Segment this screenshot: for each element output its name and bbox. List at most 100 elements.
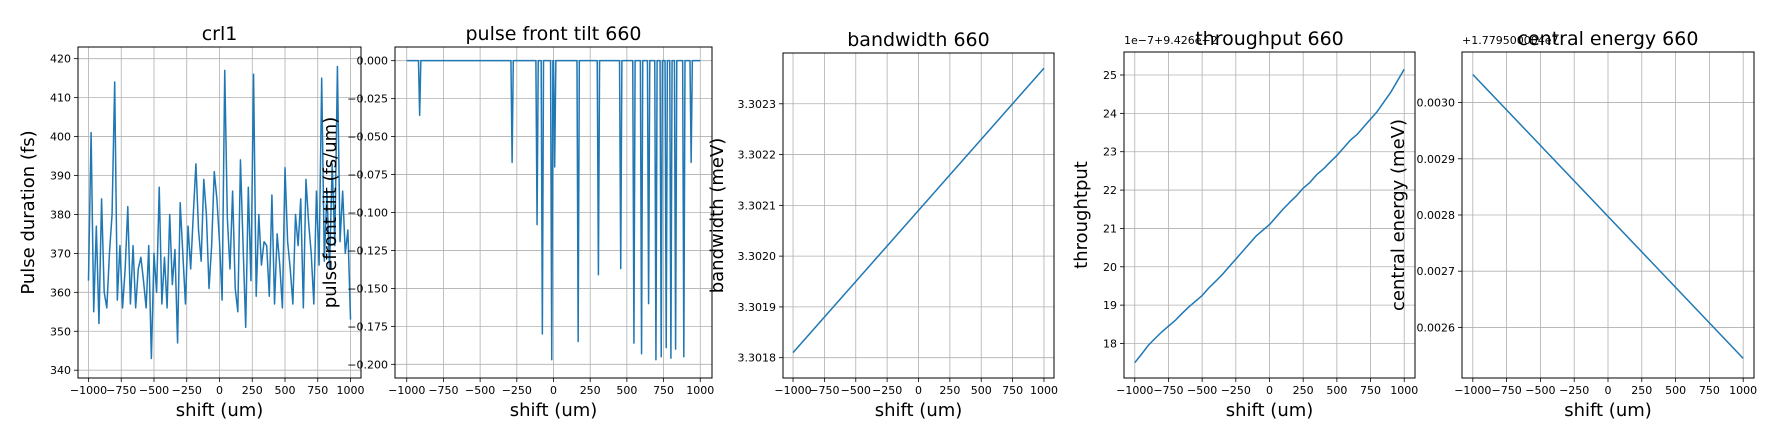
x-axis-label: shift (um) xyxy=(510,400,598,421)
x-tick-label: 500 xyxy=(1326,384,1347,397)
y-tick-label: 22 xyxy=(1103,184,1117,197)
y-tick-label: 0.0028 xyxy=(1417,209,1456,222)
x-tick-label: −1000 xyxy=(1454,384,1491,397)
x-tick-label: −1000 xyxy=(774,384,811,397)
x-tick-label: 500 xyxy=(971,384,992,397)
x-tick-label: 750 xyxy=(1360,384,1381,397)
x-tick-label: 500 xyxy=(275,384,296,397)
x-tick-label: −500 xyxy=(1187,384,1217,397)
x-tick-label: −250 xyxy=(172,384,202,397)
y-tick-label: 0.0030 xyxy=(1417,97,1456,110)
series-line xyxy=(87,65,352,360)
subplot-3: −1000−750 −500 −250 0 250 500 750 1000 3.3018 3.3… xyxy=(707,29,1058,421)
x-axis-label: shift (um) xyxy=(176,400,264,421)
x-tick-label: 0 xyxy=(915,384,922,397)
x-tick-label: −500 xyxy=(139,384,169,397)
axis-offset-text: 1e−7+9.426e−2 xyxy=(1124,34,1218,47)
x-tick-label: −750 xyxy=(809,384,839,397)
x-tick-label: 250 xyxy=(242,384,263,397)
y-tick-label: 0.0026 xyxy=(1417,321,1456,334)
y-tick-label: 3.3021 xyxy=(738,199,777,212)
y-tick-label: −0.075 xyxy=(347,169,388,182)
x-tick-label: 500 xyxy=(1665,384,1686,397)
x-tick-label: 1000 xyxy=(1030,384,1058,397)
x-tick-label: 250 xyxy=(580,384,601,397)
x-tick-label: −750 xyxy=(1492,384,1522,397)
x-tick-label: −250 xyxy=(1559,384,1589,397)
y-axis-label: Pulse duration (fs) xyxy=(18,130,39,294)
y-axis-label: bandwidth (meV) xyxy=(707,138,728,294)
y-axis-label: throughtput xyxy=(1071,161,1092,269)
y-tick-label: 25 xyxy=(1103,69,1117,82)
x-tick-label: −500 xyxy=(465,384,495,397)
y-tick-label: 350 xyxy=(50,325,71,338)
chart-title: central energy 660 xyxy=(1518,28,1699,50)
y-tick-label: 3.3019 xyxy=(738,301,777,314)
y-tick-label: 21 xyxy=(1103,222,1117,235)
chart-title: pulse front tilt 660 xyxy=(465,23,641,45)
y-tick-label: 0.000 xyxy=(357,55,389,68)
y-tick-label: 370 xyxy=(50,247,71,260)
y-tick-label: −0.150 xyxy=(347,282,388,295)
y-tick-label: 24 xyxy=(1103,107,1117,120)
y-tick-label: 18 xyxy=(1103,337,1117,350)
x-tick-label: −750 xyxy=(106,384,136,397)
x-axis-label: shift (um) xyxy=(1226,400,1314,421)
x-tick-label: 500 xyxy=(616,384,637,397)
y-tick-label: 420 xyxy=(50,53,71,66)
subplot-1: −1000 −750 −500 −250 0 250 500 750 1000 340 350 360… xyxy=(18,23,365,421)
y-tick-label: 0.0027 xyxy=(1417,265,1456,278)
x-tick-label: 750 xyxy=(1699,384,1720,397)
x-tick-label: −750 xyxy=(1153,384,1183,397)
x-tick-label: −1000 xyxy=(70,384,107,397)
subplot-2: −1000 −750 −500 −250 0 250 500 750 1000 −0.200 −0.… xyxy=(320,23,714,421)
y-tick-label: 3.3020 xyxy=(738,250,777,263)
x-tick-label: −500 xyxy=(841,384,871,397)
x-tick-label: 250 xyxy=(939,384,960,397)
y-tick-label: 3.3018 xyxy=(738,352,777,365)
x-axis-label: shift (um) xyxy=(875,400,963,421)
x-tick-label: 1000 xyxy=(1390,384,1418,397)
x-tick-label: 0 xyxy=(1605,384,1612,397)
y-tick-label: 3.3023 xyxy=(738,98,777,111)
x-tick-label: −250 xyxy=(872,384,902,397)
x-tick-label: 0 xyxy=(550,384,557,397)
series-line xyxy=(1134,68,1405,364)
chart-title: throughput 660 xyxy=(1195,28,1344,50)
x-tick-label: −750 xyxy=(428,384,458,397)
x-tick-label: 0 xyxy=(1266,384,1273,397)
y-tick-label: 19 xyxy=(1103,299,1117,312)
x-tick-label: −1000 xyxy=(388,384,425,397)
series-line xyxy=(792,67,1045,354)
y-tick-label: −0.125 xyxy=(347,244,388,257)
series-line xyxy=(406,59,701,361)
y-tick-label: 0.0029 xyxy=(1417,153,1456,166)
x-tick-label: 750 xyxy=(1002,384,1023,397)
x-tick-label: 1000 xyxy=(337,384,365,397)
y-tick-label: −0.050 xyxy=(347,131,388,144)
x-tick-label: 250 xyxy=(1293,384,1314,397)
y-tick-label: −0.025 xyxy=(347,93,388,106)
axis-offset-text: +1.779500004e7 xyxy=(1462,34,1558,47)
x-tick-label: 250 xyxy=(1631,384,1652,397)
y-tick-label: 23 xyxy=(1103,146,1117,159)
subplots: −1000 −750 −500 −250 0 250 500 750 1000340350360… xyxy=(18,23,1757,421)
x-tick-label: −250 xyxy=(1221,384,1251,397)
subplot-4: −1000 −750 −500 −250 0 250 500 750 1000 18 19 20 21 2… xyxy=(1071,28,1418,421)
y-tick-label: 380 xyxy=(50,208,71,221)
y-tick-label: 3.3022 xyxy=(738,149,777,162)
y-axis-label: central energy (meV) xyxy=(1388,119,1409,311)
x-tick-label: 1000 xyxy=(1729,384,1757,397)
y-tick-label: 390 xyxy=(50,170,71,183)
x-tick-label: 1000 xyxy=(686,384,714,397)
y-tick-label: −0.100 xyxy=(347,207,388,220)
x-tick-label: 750 xyxy=(307,384,328,397)
series-line xyxy=(1472,73,1744,359)
y-tick-label: −0.175 xyxy=(347,320,388,333)
chart-title: bandwidth 660 xyxy=(847,29,989,51)
x-tick-label: −1000 xyxy=(1116,384,1153,397)
x-tick-label: −250 xyxy=(502,384,532,397)
x-tick-label: −500 xyxy=(1525,384,1555,397)
